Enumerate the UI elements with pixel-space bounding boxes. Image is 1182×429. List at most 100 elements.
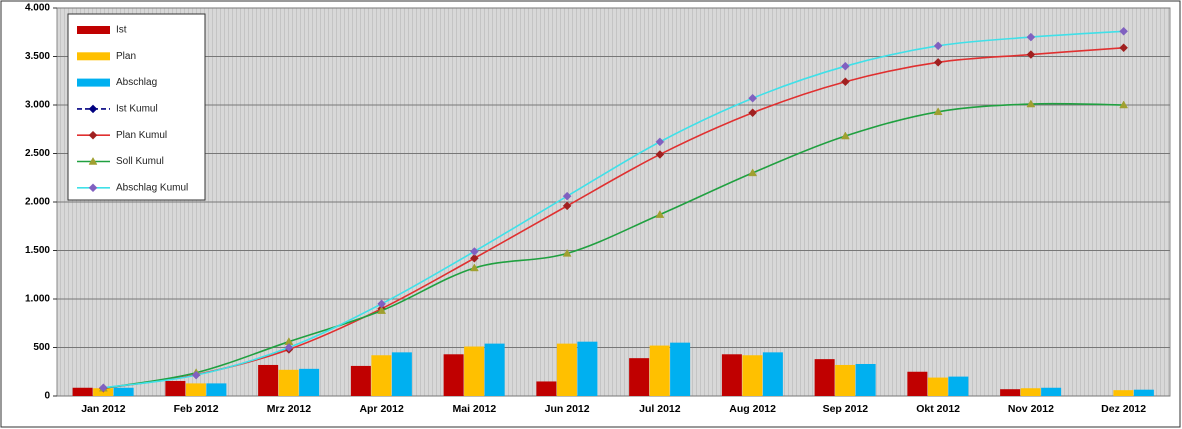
x-tick-label: Mrz 2012	[267, 403, 312, 415]
marker	[655, 210, 665, 218]
marker	[841, 61, 850, 71]
x-tick-label: Jul 2012	[639, 403, 681, 415]
legend-swatch	[77, 78, 110, 87]
bar	[742, 355, 763, 396]
marker	[655, 137, 665, 147]
marker	[88, 104, 98, 114]
bar	[299, 368, 320, 396]
marker	[284, 343, 294, 352]
y-tick-label: 0	[44, 391, 50, 402]
bar	[1113, 390, 1134, 396]
marker	[840, 131, 850, 140]
bar	[1020, 388, 1041, 396]
marker	[1119, 26, 1128, 36]
x-tick-label: Apr 2012	[359, 403, 404, 415]
y-tick-label: 1.000	[25, 294, 50, 305]
marker	[562, 248, 572, 257]
marker	[748, 168, 758, 177]
bar	[577, 341, 598, 396]
legend-label: Soll Kumul	[116, 156, 164, 167]
bar	[72, 387, 93, 396]
line	[103, 102, 1124, 390]
x-tick-label: Nov 2012	[1008, 403, 1054, 415]
bar	[443, 354, 464, 396]
marker	[470, 247, 479, 256]
legend-swatch	[77, 52, 110, 61]
bar	[670, 342, 691, 396]
y-tick-label: 1.500	[25, 245, 50, 256]
bar	[1133, 389, 1154, 396]
legend-label: Abschlag Kumul	[116, 182, 188, 193]
marker	[377, 299, 386, 309]
marker	[748, 93, 757, 103]
marker	[933, 57, 943, 67]
marker	[470, 253, 479, 263]
marker	[562, 201, 572, 211]
legend-label: Plan Kumul	[116, 130, 167, 141]
bar	[762, 352, 783, 396]
marker	[748, 108, 757, 118]
marker	[88, 183, 98, 193]
legend-swatch	[77, 26, 110, 34]
y-tick-label: 3.000	[25, 100, 50, 111]
bar	[948, 376, 969, 396]
marker	[377, 306, 387, 314]
bar	[907, 371, 928, 396]
marker	[655, 150, 665, 159]
marker	[99, 383, 108, 393]
x-tick-label: Aug 2012	[729, 403, 776, 415]
y-tick-label: 3.500	[25, 51, 50, 62]
marker	[1026, 50, 1036, 59]
bar	[927, 377, 948, 396]
y-tick-label: 2.000	[25, 197, 50, 208]
x-tick-label: Sep 2012	[823, 403, 869, 415]
x-tick-label: Feb 2012	[174, 403, 219, 415]
legend-label: Abschlag	[116, 77, 157, 88]
bar	[556, 343, 577, 396]
bar	[835, 364, 856, 396]
bar	[536, 381, 557, 396]
bar	[629, 358, 650, 396]
marker	[469, 263, 479, 272]
x-tick-label: Dez 2012	[1101, 403, 1146, 415]
marker	[1119, 100, 1129, 109]
bar	[1000, 389, 1021, 396]
bar	[484, 343, 505, 396]
x-tick-label: Mai 2012	[452, 403, 496, 415]
marker	[88, 156, 98, 165]
y-tick-label: 4.000	[25, 3, 50, 14]
x-tick-label: Jan 2012	[81, 403, 126, 415]
bar	[371, 355, 392, 396]
x-tick-label: Jun 2012	[545, 403, 590, 415]
bar	[185, 383, 206, 396]
marker	[562, 191, 572, 201]
bar	[165, 380, 186, 396]
marker	[1119, 43, 1128, 53]
marker	[933, 107, 943, 116]
bar	[855, 363, 876, 396]
legend-label: Ist Kumul	[116, 104, 158, 115]
bar	[391, 352, 412, 396]
bar	[258, 364, 279, 396]
legend-label: Ist	[116, 25, 127, 36]
bar	[649, 345, 670, 396]
bar	[814, 359, 835, 396]
bar	[206, 383, 227, 396]
x-tick-label: Okt 2012	[916, 403, 960, 415]
marker	[1026, 32, 1036, 42]
bar	[350, 365, 371, 396]
marker	[88, 130, 98, 140]
y-tick-label: 500	[33, 342, 50, 353]
bar	[278, 369, 299, 396]
marker	[191, 370, 201, 380]
bar	[464, 346, 485, 396]
bar	[113, 387, 134, 396]
y-tick-label: 2.500	[25, 148, 50, 159]
marker	[841, 77, 850, 87]
bar	[721, 354, 742, 396]
bar	[1041, 387, 1062, 396]
legend-label: Plan	[116, 51, 136, 62]
marker	[933, 41, 943, 51]
marker	[1026, 99, 1036, 108]
